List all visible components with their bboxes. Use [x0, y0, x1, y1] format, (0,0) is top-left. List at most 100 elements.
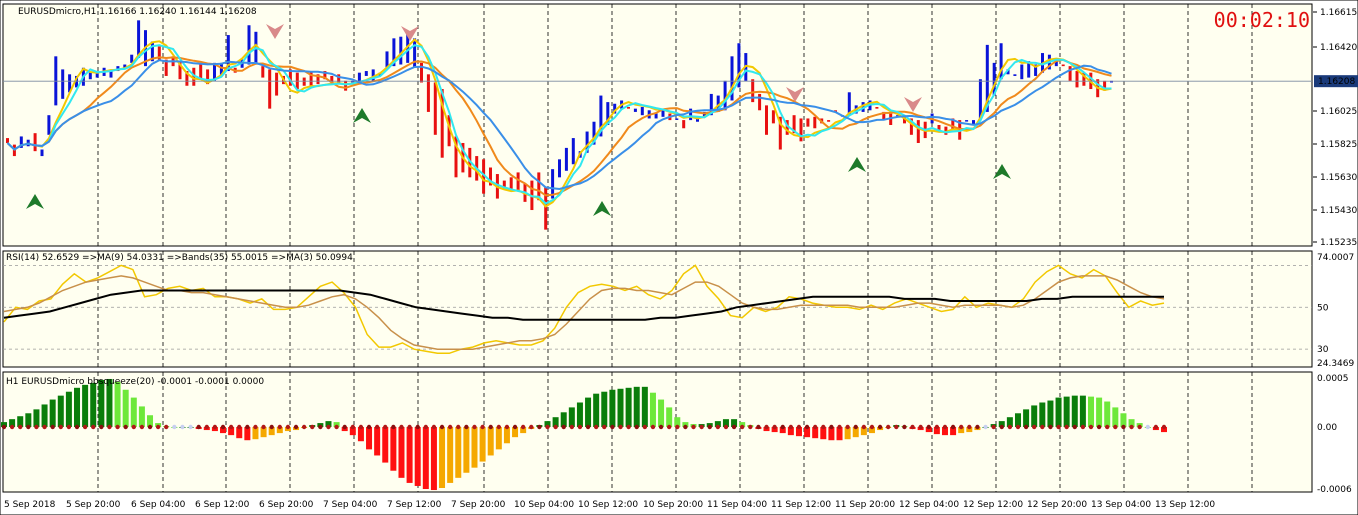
candle [999, 43, 1003, 80]
squeeze-dot [658, 424, 664, 430]
squeeze-bar [1112, 407, 1119, 427]
squeeze-dot [553, 424, 558, 430]
squeeze-dot [796, 424, 802, 430]
squeeze-dot [634, 424, 639, 430]
squeeze-bar [82, 384, 89, 427]
squeeze-bar [455, 427, 462, 478]
candle [337, 74, 341, 85]
squeeze-dot [959, 424, 964, 430]
candle [440, 89, 444, 158]
squeeze-bar [958, 427, 965, 434]
squeeze-dot [1, 424, 7, 430]
candle [944, 126, 948, 135]
squeeze-bar [641, 386, 648, 427]
squeeze-axis-label: -0.0006 [1317, 485, 1352, 495]
squeeze-bar [804, 427, 811, 438]
buy-arrow-icon [993, 164, 1011, 179]
squeeze-bar [941, 427, 948, 436]
squeeze-bar [633, 386, 640, 427]
squeeze-bar [1023, 409, 1030, 427]
squeeze-bar [787, 427, 794, 436]
candle [61, 69, 65, 99]
squeeze-bar [130, 397, 137, 427]
squeeze-dot [934, 424, 940, 430]
squeeze-bar [439, 427, 446, 488]
buy-arrow-icon [26, 194, 44, 209]
candle [606, 102, 610, 125]
x-tick-label: 7 Sep 12:00 [387, 500, 442, 510]
candle [1013, 74, 1017, 76]
squeeze-bar [333, 422, 340, 427]
squeeze-bar [1055, 397, 1062, 427]
squeeze-bar [122, 389, 129, 427]
y-tick-label: 1.15630 [1320, 173, 1357, 183]
candle [585, 131, 589, 153]
candle [558, 159, 561, 178]
squeeze-dot [464, 424, 469, 430]
x-tick-label: 12 Sep 04:00 [899, 500, 959, 510]
candle [633, 108, 637, 112]
squeeze-bar [147, 415, 154, 427]
squeeze-dot [1161, 424, 1167, 430]
buy-arrow-icon [593, 201, 611, 216]
squeeze-dot [707, 424, 712, 430]
candle [599, 95, 603, 137]
candle [613, 103, 617, 114]
candle [1027, 61, 1031, 78]
squeeze-bar [495, 427, 502, 450]
candle [447, 115, 451, 147]
squeeze-dot [228, 424, 234, 430]
squeeze-dot [821, 424, 826, 430]
candle [226, 35, 230, 72]
candle [433, 82, 437, 135]
squeeze-bar [1071, 395, 1078, 427]
squeeze-dot [1007, 424, 1013, 430]
squeeze-bar [860, 427, 867, 436]
squeeze-bar [25, 413, 32, 427]
squeeze-dot [147, 424, 153, 430]
candle [192, 67, 196, 86]
candle [813, 116, 817, 129]
candle [268, 69, 272, 109]
x-tick-label: 10 Sep 20:00 [643, 500, 703, 510]
candle [509, 177, 513, 189]
squeeze-dot [131, 424, 136, 430]
squeeze-bar [820, 427, 827, 440]
squeeze-dot [50, 424, 55, 430]
squeeze-dot [1032, 424, 1037, 430]
squeeze-dot [431, 424, 437, 430]
squeeze-dot [164, 424, 169, 430]
current-price-label: 1.16208 [1318, 77, 1355, 87]
squeeze-dot [139, 424, 145, 430]
squeeze-bar [731, 419, 738, 427]
squeeze-dot [107, 424, 112, 430]
x-tick-label: 7 Sep 04:00 [323, 500, 378, 510]
squeeze-bar [325, 421, 332, 427]
squeeze-dot [1015, 424, 1021, 430]
y-tick-label: 1.15235 [1320, 238, 1357, 248]
candle [19, 136, 23, 148]
candle [6, 138, 9, 143]
squeeze-bar [1014, 413, 1021, 427]
candle [627, 107, 630, 109]
squeeze-dot [285, 424, 291, 430]
candle [33, 133, 37, 152]
squeeze-bar [617, 388, 624, 427]
squeeze-dot [318, 424, 323, 430]
squeeze-dot [1088, 424, 1094, 430]
candle [661, 108, 665, 117]
y-tick-label: 1.16420 [1320, 43, 1357, 53]
squeeze-bar [609, 389, 616, 427]
squeeze-bar [471, 427, 478, 468]
squeeze-dot [1105, 424, 1110, 430]
rsi-line [3, 264, 1165, 355]
candle [889, 113, 893, 125]
candle [965, 120, 969, 122]
rsi-bands-line [3, 289, 1164, 321]
squeeze-dot [950, 424, 956, 430]
squeeze-bar [349, 427, 356, 436]
squeeze-bar [244, 427, 251, 441]
squeeze-dot [220, 424, 226, 430]
